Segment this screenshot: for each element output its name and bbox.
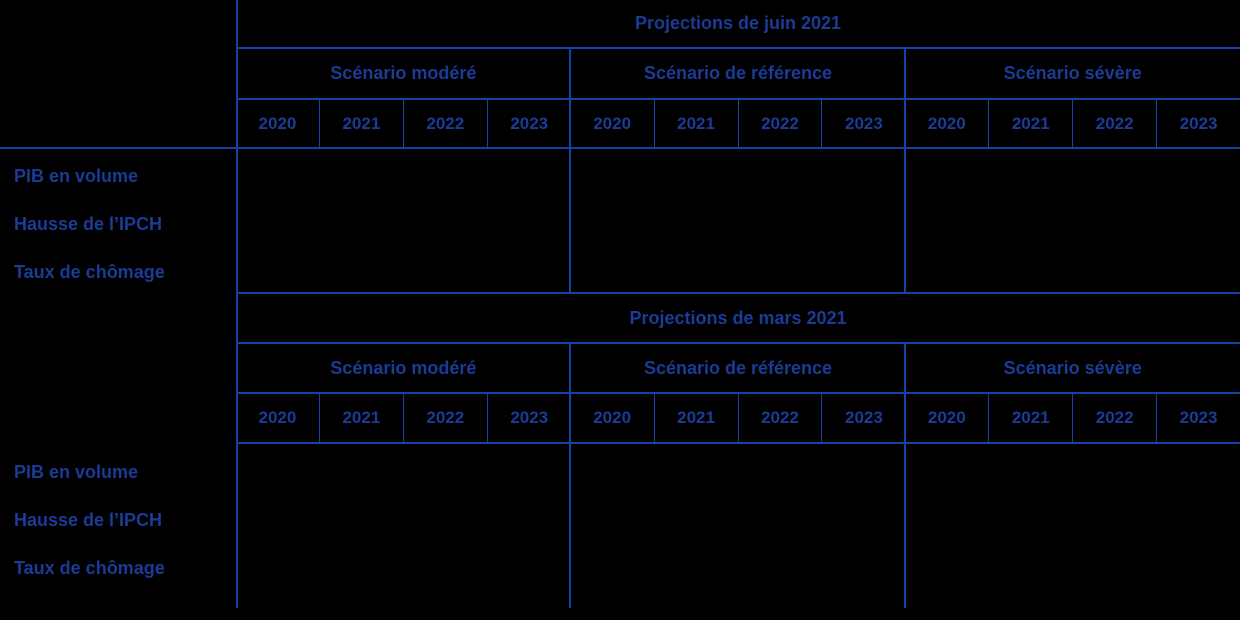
section-title-text: Projections de mars 2021 [629,307,847,328]
year-header: 2020 [927,113,966,133]
scenario-header-severe: Scénario sévère [1003,63,1142,83]
indicator-label-text: Hausse de l’IPCH [14,509,163,530]
indicator-label-text: Hausse de l’IPCH [14,213,163,234]
mars-title-bottom-line [236,342,1240,344]
mars-years-group-reference: 2020 2021 2022 2023 [571,394,906,442]
indicator-label-ipch: Hausse de l’IPCH [14,200,224,248]
year-header: 2020 [927,408,966,427]
year-header: 2021 [318,100,403,147]
section-title: Projections de juin 2021 [236,0,1240,47]
juin-years-group-severe: 2020 2021 2022 2023 [905,100,1240,147]
juin-scenario-header-row: Scénario modéré Scénario de référence Sc… [236,49,1240,98]
year-header: 2023 [821,394,905,442]
year-header: 2023 [821,100,905,147]
juin-empty-data-area [236,149,1240,292]
juin-years-group-modere: 2020 2021 2022 2023 [236,100,571,147]
year-header: 2020 [258,113,297,133]
indicator-label-pib: PIB en volume [14,448,224,496]
scenario-header-reference: Scénario de référence [643,357,833,378]
year-header: 2020 [593,408,632,427]
section-title: Projections de mars 2021 [236,294,1240,342]
indicator-label-text: Taux de chômage [14,261,165,282]
mars-scenario-bottom-line [236,392,1240,394]
mars-scenario-header-row: Scénario modéré Scénario de référence Sc… [236,344,1240,392]
juin-years-header-row: 2020 2021 2022 2023 2020 2021 2022 2023 … [236,100,1240,147]
year-header: 2022 [737,100,822,147]
year-header: 2022 [1072,394,1156,442]
year-header: 2021 [653,100,738,147]
indicator-label-text: PIB en volume [14,461,139,482]
year-header: 2021 [988,394,1072,442]
year-header: 2023 [1156,100,1240,147]
year-header: 2022 [402,100,487,147]
year-header: 2022 [402,394,487,442]
mars-years-header-row: 2020 2021 2022 2023 2020 2021 2022 2023 … [236,394,1240,442]
scenario-header-modere: Scénario modéré [330,357,477,378]
juin-years-group-reference: 2020 2021 2022 2023 [571,100,906,147]
label-column-divider-line [236,0,238,608]
year-header: 2020 [593,113,632,133]
scenario-header-severe: Scénario sévère [1003,357,1142,378]
mars-scenario-divider-line-2 [904,342,906,608]
mars-years-group-modere: 2020 2021 2022 2023 [236,394,571,442]
year-header: 2022 [1072,100,1156,147]
section-title-text: Projections de juin 2021 [634,13,842,33]
mars-years-bottom-line [236,442,1240,444]
indicator-label-text: Taux de chômage [14,557,165,578]
year-header: 2021 [318,394,403,442]
juin-section-bottom-line [236,292,1240,294]
juin-scenario-bottom-line [236,98,1240,100]
juin-title-bottom-line [236,47,1240,49]
year-header: 2021 [653,394,738,442]
year-header: 2023 [486,394,571,442]
mars-scenario-divider-line-1 [569,342,571,608]
year-header: 2022 [737,394,822,442]
indicator-label-pib: PIB en volume [14,152,224,200]
juin-years-bottom-line [0,147,1240,149]
indicator-label-chomage: Taux de chômage [14,248,224,296]
juin-scenario-divider-line-2 [904,47,906,294]
indicator-label-text: PIB en volume [14,165,139,186]
scenario-header-modere: Scénario modéré [330,63,477,83]
indicator-label-ipch: Hausse de l’IPCH [14,496,224,544]
year-header: 2023 [486,100,571,147]
juin-scenario-divider-line-1 [569,47,571,294]
year-header: 2021 [988,100,1072,147]
mars-years-group-severe: 2020 2021 2022 2023 [905,394,1240,442]
year-header: 2020 [258,408,297,427]
year-header: 2023 [1156,394,1240,442]
scenario-header-reference: Scénario de référence [643,63,833,83]
mars-empty-data-area [236,444,1240,608]
indicator-label-chomage: Taux de chômage [14,544,224,592]
